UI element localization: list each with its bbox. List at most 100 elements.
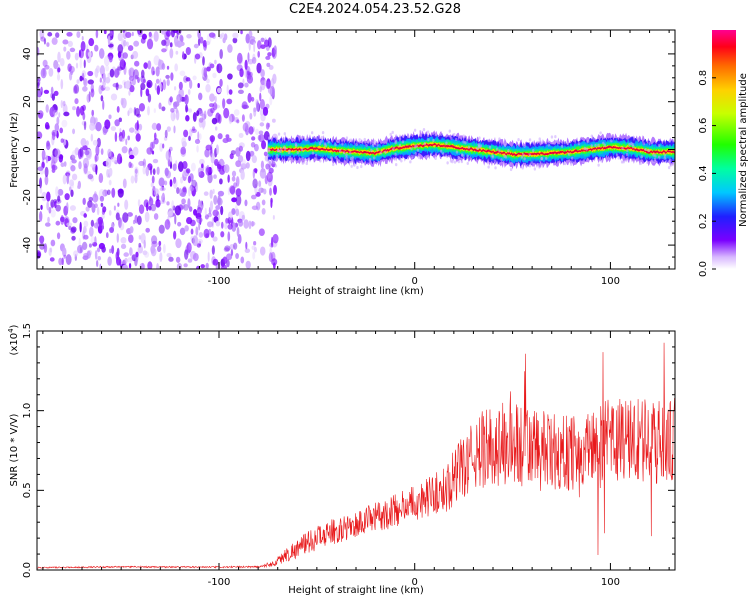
trace-halo-speck [599,131,602,135]
noise-speck [227,44,233,53]
noise-speck [143,239,146,249]
noise-speck [269,85,275,97]
noise-speck [272,214,275,220]
noise-speck [268,65,274,71]
noise-speck [128,90,131,96]
trace-halo-speck [592,137,595,141]
colorbar-tick-label: 0.8 [698,70,709,86]
noise-speck [260,69,265,78]
noise-speck [154,82,157,91]
trace-halo-speck [554,139,557,144]
noise-speck [151,150,155,155]
noise-speck [230,249,234,257]
noise-speck [221,221,224,229]
noise-speck [202,120,205,130]
noise-speck [223,164,230,174]
trace-halo-speck [304,138,308,142]
noise-speckle [37,30,279,269]
noise-speck [233,116,239,123]
trace-halo-speck [621,146,624,150]
trace-halo-speck [377,161,380,165]
noise-speck [235,208,240,217]
trace-halo-speck [528,164,532,168]
noise-speck [240,170,245,181]
noise-speck [84,149,90,156]
noise-speck [273,184,277,195]
noise-speck [54,123,60,132]
noise-speck [70,189,74,197]
noise-speck [159,187,166,192]
noise-speck [60,215,65,225]
noise-speck [247,52,250,62]
noise-speck [66,202,69,212]
noise-speck [228,89,233,95]
noise-speck [159,199,166,205]
trace-halo-speck [644,147,647,152]
noise-speck [205,144,212,151]
noise-speck [65,254,72,265]
noise-speck [253,240,257,246]
trace-halo-speck [384,150,387,154]
noise-speck [178,81,183,91]
trace-halo-speck [332,162,335,167]
noise-speck [129,226,134,234]
noise-speck [118,217,122,229]
trace-halo-speck [315,156,318,161]
noise-speck [51,93,56,101]
noise-speck [158,102,162,110]
noise-speck [260,160,265,170]
y-tick-label: 0.0 [22,562,33,578]
trace-halo-speck [462,140,465,144]
noise-speck [127,45,134,52]
noise-speck [86,170,92,180]
noise-speck [104,119,111,130]
trace-halo-speck [300,136,304,140]
noise-speck [129,246,132,256]
noise-speck [229,186,236,195]
noise-speck [95,145,100,156]
noise-speck [138,102,146,112]
noise-speck [58,154,64,163]
noise-speck [268,252,273,263]
noise-speck [161,63,166,70]
noise-speck [63,46,67,52]
noise-speck [244,59,248,70]
noise-speck [159,142,163,153]
noise-speck [59,58,65,67]
noise-speck [148,31,152,38]
trace-halo-speck [400,159,403,163]
noise-speck [237,89,244,94]
trace-halo-speck [440,132,443,137]
noise-speck [162,79,167,91]
trace-halo-speck [356,165,359,170]
noise-speck [128,75,135,82]
noise-speck [83,79,87,86]
noise-speck [147,93,152,103]
noise-speck [83,234,89,240]
spectrogram-panel: -100 0 100 -40 -20 0 20 40 Height of straight l… [9,29,676,297]
noise-speck [214,95,217,103]
noise-speck [108,114,112,120]
noise-speck [87,200,93,208]
noise-speck [107,35,111,46]
noise-speck [244,199,248,207]
noise-speck [163,37,171,47]
colorbar-tick-label: 0.6 [698,118,709,134]
noise-speck [124,257,128,264]
noise-speck [76,106,81,117]
noise-speck [211,217,215,228]
noise-speck [222,256,228,264]
noise-speck [44,166,49,178]
noise-speck [196,243,202,248]
noise-speck [78,161,82,170]
noise-speck [77,244,84,254]
noise-speck [55,186,59,197]
noise-speck [72,128,76,135]
trace-halo-speck [439,149,443,153]
noise-speck [105,157,112,168]
noise-speck [144,211,150,223]
noise-speck [227,174,230,183]
noise-speck [243,219,249,229]
noise-speck [37,87,42,97]
trace-halo-speck [345,136,349,140]
